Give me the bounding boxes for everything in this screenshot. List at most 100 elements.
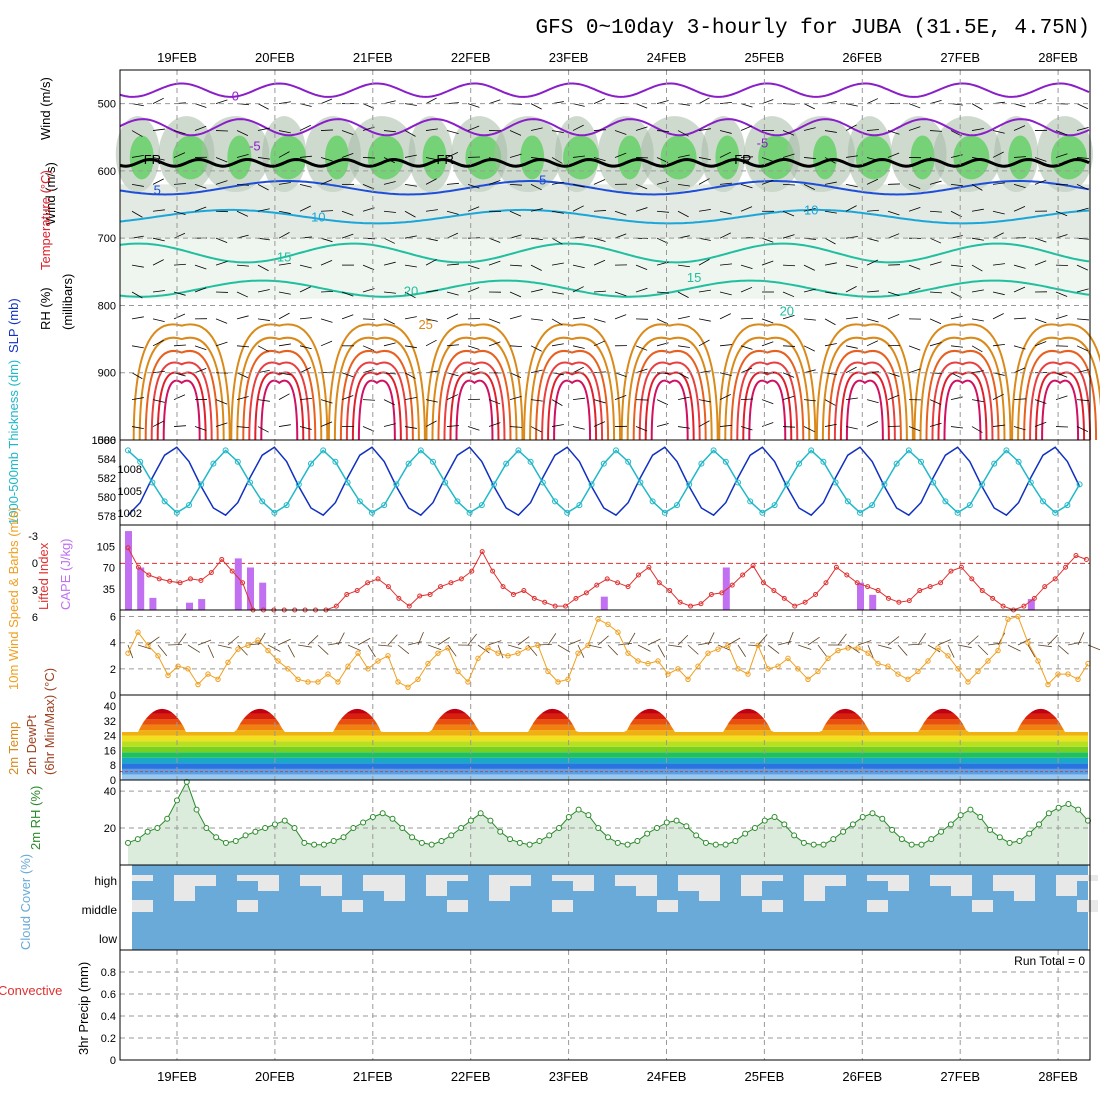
wind-barb <box>593 179 606 185</box>
label-cloud: Cloud Cover (%) <box>18 854 33 950</box>
wind-barb <box>572 264 585 269</box>
thickness-point <box>442 479 449 486</box>
wind-barb <box>950 154 963 158</box>
thickness-point <box>247 479 253 486</box>
wind-point <box>975 668 981 675</box>
rh-point <box>154 825 161 832</box>
wind-point <box>735 666 741 672</box>
rh-point <box>379 810 386 817</box>
wind-barb <box>341 233 354 239</box>
wind-barb <box>131 154 144 158</box>
temp-contour-arch <box>230 323 329 441</box>
date-label-top: 26FEB <box>842 50 882 65</box>
thickness-point <box>259 498 266 505</box>
wind-tick: 4 <box>110 638 116 650</box>
wind-barb <box>530 157 543 160</box>
temp-contour-arch <box>845 379 884 441</box>
contour-label: -5 <box>249 139 261 154</box>
wind-barb <box>614 372 627 378</box>
wind-barb <box>607 644 619 656</box>
wind-barb <box>971 264 983 272</box>
rh-green-blob <box>562 135 599 180</box>
wind-barb <box>927 644 941 653</box>
wind-barb <box>803 157 816 160</box>
wind-barb <box>908 126 921 131</box>
wind-barb <box>320 179 333 185</box>
temp-contour-arch <box>162 379 201 441</box>
wind-barb <box>317 644 329 655</box>
lifted-point <box>760 580 766 586</box>
rh-point <box>663 819 670 826</box>
wind-barb <box>509 183 522 186</box>
temp-contour-arch <box>339 350 414 441</box>
contour-label: 15 <box>277 250 291 265</box>
wind-barb <box>362 399 376 401</box>
thickness-point <box>552 498 558 505</box>
wind-barb <box>866 157 879 161</box>
wind-point <box>965 679 971 685</box>
wind-point <box>185 666 191 672</box>
wind-barb <box>551 399 563 406</box>
contour-label: 20 <box>404 283 418 298</box>
wind-barb <box>887 372 900 377</box>
temp-contour-arch <box>821 336 908 441</box>
wind-barb <box>509 234 522 239</box>
temp-contour-arch <box>425 323 524 441</box>
wind-barb <box>971 345 983 353</box>
lifted-point <box>1000 603 1006 609</box>
wind-barb <box>1055 291 1068 297</box>
wind-barb <box>614 210 627 216</box>
temp-band <box>122 752 1088 758</box>
wind-barb <box>614 233 627 239</box>
lifted-point <box>990 595 996 601</box>
wind-barb <box>383 423 396 427</box>
wind-barb <box>527 644 538 656</box>
wind-barb <box>803 288 816 293</box>
temp-contour-minus5 <box>119 118 1090 137</box>
wind-barb <box>908 426 921 432</box>
wind-barb <box>551 210 564 214</box>
wind-barb <box>950 183 963 187</box>
wind-barb <box>278 262 291 266</box>
wind-barb <box>845 155 858 158</box>
wind-barb <box>635 426 648 432</box>
wind-barb <box>446 344 459 347</box>
date-label-top: 21FEB <box>353 50 393 65</box>
temp-mask <box>120 695 1090 732</box>
wind-barb <box>404 183 417 187</box>
wind-barb <box>551 130 564 134</box>
contour-label: 10 <box>804 203 818 218</box>
rh-green-blob <box>715 135 740 180</box>
wind-barb <box>698 339 710 347</box>
wind-barb <box>341 210 354 216</box>
wind-barb <box>635 368 648 374</box>
label-dewpt: 2m DewPt <box>24 715 39 775</box>
cloud-gap-high <box>195 875 216 886</box>
rh-green-blob <box>172 135 209 180</box>
wind-barb <box>782 264 796 267</box>
lifted-tick: -3 <box>28 531 38 543</box>
wind-barb <box>530 345 542 352</box>
rh-point <box>693 832 700 839</box>
precip-tick: 0.2 <box>101 1033 116 1045</box>
thickness-point <box>808 447 815 454</box>
thickness-point <box>491 481 497 488</box>
wind-barb <box>425 339 437 347</box>
cloud-gap-high <box>237 875 258 881</box>
wind-point <box>375 658 381 664</box>
wind-barb <box>803 207 816 212</box>
wind-barb <box>1013 183 1026 189</box>
wind-barb <box>320 340 333 347</box>
thickness-point <box>649 498 656 505</box>
cloud-gap-high <box>321 875 342 896</box>
wind-barb <box>1034 237 1047 243</box>
lifted-point <box>490 568 496 574</box>
temp-contour-arch <box>535 350 610 441</box>
temp-contour-15 <box>119 242 1090 264</box>
wind-barb <box>597 635 609 646</box>
wind-barb <box>509 130 522 136</box>
wind-barb <box>446 291 459 296</box>
wind-barb <box>866 98 879 104</box>
wind-barb <box>1057 644 1069 655</box>
wind-barb <box>1055 130 1068 136</box>
